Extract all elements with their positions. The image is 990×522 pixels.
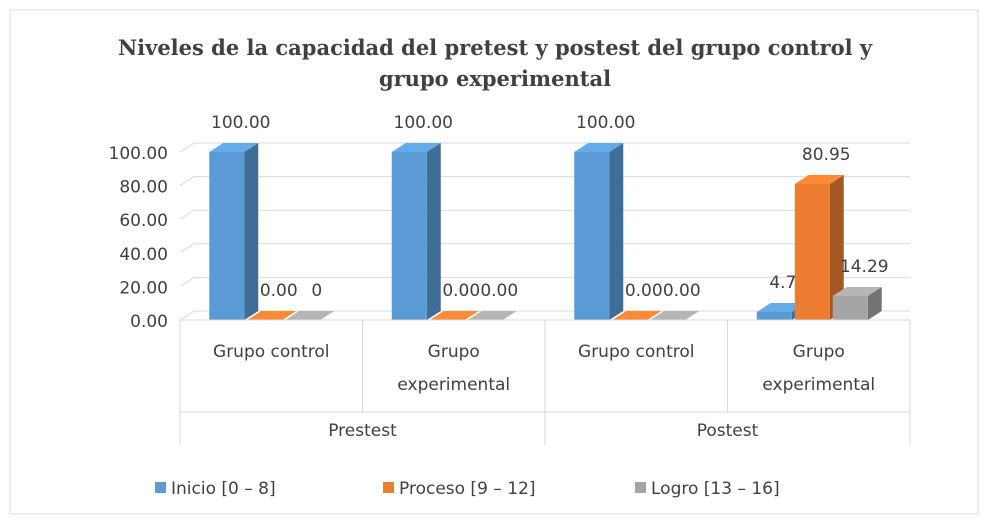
- grid-line: [179, 276, 910, 287]
- bar-front: [574, 152, 610, 320]
- data-label: 0.00: [260, 281, 298, 301]
- bar-side: [426, 143, 441, 320]
- y-tick-label: 20.00: [119, 278, 168, 298]
- bar-top: [391, 143, 441, 152]
- y-tick-label: 60.00: [119, 211, 168, 231]
- legend-swatch: [383, 482, 394, 493]
- grid-line: [179, 209, 910, 220]
- data-label: 100.00: [211, 113, 270, 133]
- bar-top: [285, 311, 335, 320]
- bar-front: [756, 312, 792, 320]
- chart-border: [9, 9, 979, 515]
- bar-top: [832, 286, 882, 296]
- bar-top: [467, 311, 517, 320]
- legend-label: Logro [13 – 16]: [651, 479, 780, 499]
- y-tick-label: 40.00: [119, 245, 168, 265]
- grid-line: [179, 142, 910, 153]
- bar: [832, 286, 882, 320]
- y-tick-label: 100.00: [109, 144, 168, 164]
- bar-top: [247, 311, 297, 320]
- bar-top: [794, 175, 844, 185]
- data-label: 0.00: [625, 281, 663, 301]
- bar-top: [756, 303, 806, 313]
- group-label: Postest: [696, 421, 759, 441]
- data-label: 0.00: [663, 281, 701, 301]
- bar-front: [832, 295, 868, 320]
- grid-line: [179, 176, 910, 187]
- legend-label: Proceso [9 – 12]: [399, 479, 535, 499]
- bar-side: [867, 286, 882, 320]
- bar: [574, 143, 624, 320]
- data-label: 0: [311, 281, 322, 301]
- data-label: 0.00: [442, 281, 480, 301]
- bar-front: [391, 152, 427, 320]
- bar-top: [612, 311, 662, 320]
- legend-swatch: [155, 482, 166, 493]
- bar-top: [209, 143, 259, 152]
- group-label: Prestest: [328, 421, 397, 441]
- legend-swatch: [635, 482, 646, 493]
- bar-side: [244, 143, 259, 320]
- bar-front: [794, 184, 830, 320]
- data-label: 100.00: [576, 113, 635, 133]
- bar-top: [650, 311, 700, 320]
- grid-line: [179, 243, 910, 254]
- data-label: 80.95: [802, 145, 851, 165]
- legend-label: Inicio [0 – 8]: [171, 479, 276, 499]
- x-tick-label: Grupo control: [213, 342, 330, 362]
- bar-top: [574, 143, 624, 152]
- bar: [391, 143, 441, 320]
- bar: [794, 175, 844, 320]
- y-tick-label: 0.00: [130, 312, 168, 332]
- data-label: 100.00: [394, 113, 453, 133]
- chart-title: Niveles de la capacidad del pretest y po…: [117, 35, 873, 91]
- bar-side: [609, 143, 624, 320]
- bar: [209, 143, 259, 320]
- bar-top: [429, 311, 479, 320]
- bar-front: [209, 152, 245, 320]
- x-tick-label: Grupo experimental: [762, 342, 876, 395]
- data-label: 14.29: [840, 257, 889, 277]
- bar-side: [829, 175, 844, 320]
- x-tick-label: Grupo control: [578, 342, 695, 362]
- x-tick-label: Grupo experimental: [397, 342, 511, 395]
- data-label: 0.00: [480, 281, 518, 301]
- y-tick-label: 80.00: [119, 178, 168, 198]
